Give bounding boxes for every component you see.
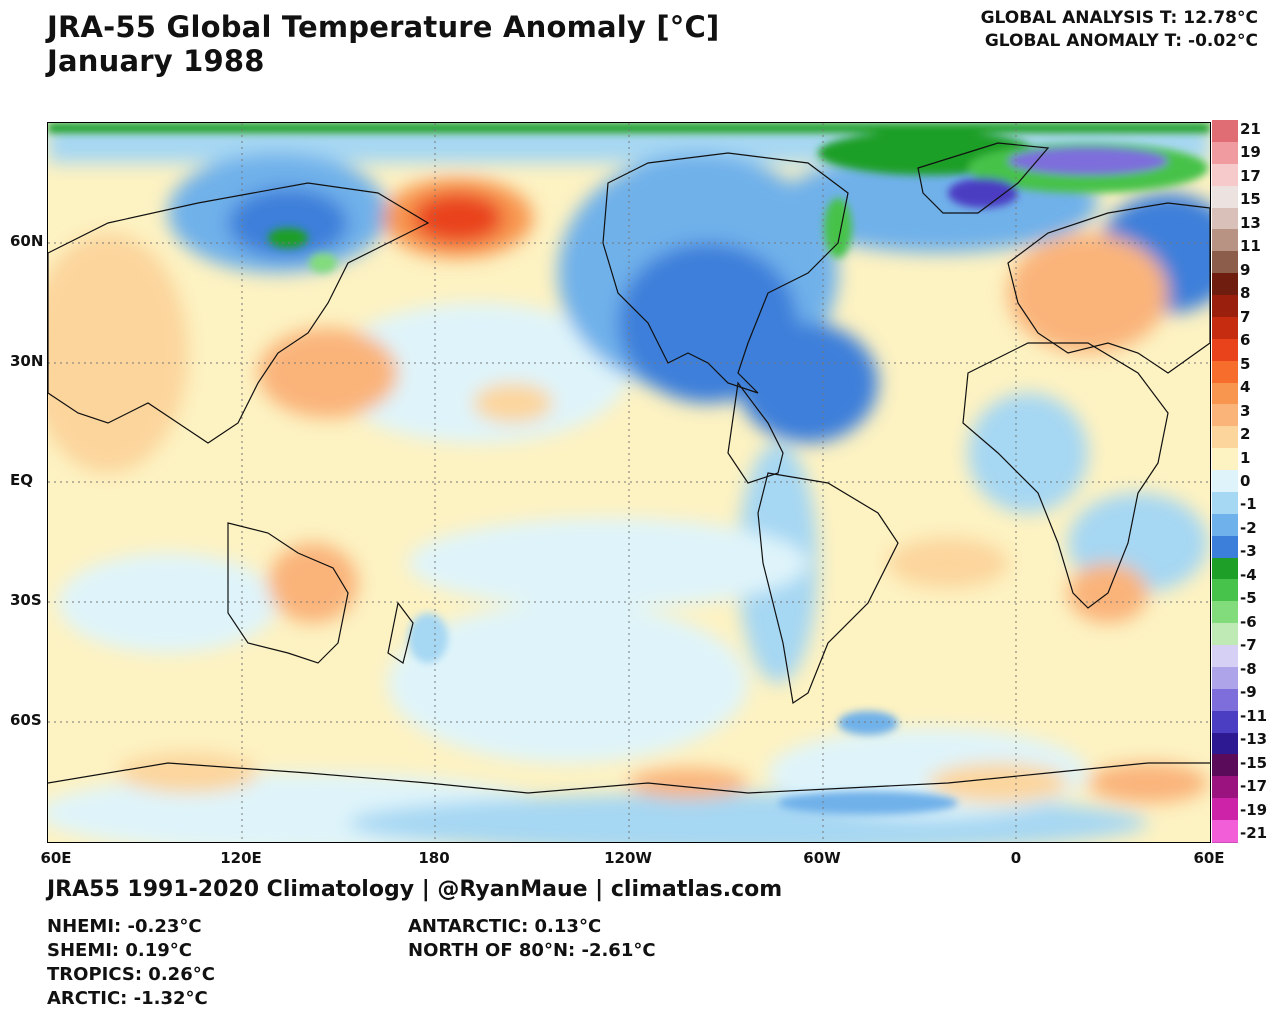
colorbar-swatch <box>1212 360 1238 384</box>
colorbar-swatch <box>1212 776 1238 800</box>
lat-label-30n: 30N <box>10 352 44 370</box>
colorbar-tick-label: -13 <box>1240 730 1268 749</box>
colorbar-tick-label: 6 <box>1240 331 1251 350</box>
colorbar-tick-label: 2 <box>1240 425 1251 444</box>
colorbar-tick-label: 9 <box>1240 260 1251 279</box>
colorbar-swatch <box>1212 338 1238 362</box>
colorbar-tick-label: -11 <box>1240 706 1268 725</box>
colorbar-tick-label: -21 <box>1240 824 1268 842</box>
colorbar-swatch <box>1212 754 1238 778</box>
lon-label-60w: 60W <box>803 849 841 867</box>
colorbar-swatch <box>1212 185 1238 209</box>
lon-label-60e-left: 60E <box>40 849 72 867</box>
global-summary: GLOBAL ANALYSIS T: 12.78°C GLOBAL ANOMAL… <box>981 7 1258 53</box>
lon-label-120e: 120E <box>220 849 262 867</box>
colorbar-tick-label: 19 <box>1240 143 1261 162</box>
colorbar-swatch <box>1212 251 1238 275</box>
colorbar-swatch <box>1212 579 1238 603</box>
colorbar-tick-label: -4 <box>1240 565 1257 584</box>
colorbar-tick-label: -2 <box>1240 518 1257 537</box>
title-line-2: January 1988 <box>47 44 265 78</box>
colorbar-tick-label: -8 <box>1240 659 1257 678</box>
colorbar-tick-label: -1 <box>1240 495 1257 514</box>
colorbar-swatch <box>1212 666 1238 690</box>
anomaly-map[interactable] <box>47 122 1211 843</box>
colorbar-tick-label: -19 <box>1240 800 1268 819</box>
stat-arctic: ARCTIC: -1.32°C <box>47 988 208 1009</box>
stats-right: ANTARCTIC: 0.13°C NORTH OF 80°N: -2.61°C <box>408 915 656 963</box>
lat-label-30s: 30S <box>10 591 42 609</box>
colorbar-tick-label: 3 <box>1240 401 1251 420</box>
colorbar-swatch <box>1212 645 1238 668</box>
title-line-1: JRA-55 Global Temperature Anomaly [°C] <box>47 10 720 44</box>
colorbar-swatch <box>1212 601 1238 625</box>
colorbar-swatch <box>1212 557 1238 581</box>
colorbar-swatch <box>1212 535 1238 559</box>
stat-nhemi: NHEMI: -0.23°C <box>47 916 202 937</box>
colorbar-swatch <box>1212 120 1238 143</box>
lon-label-60e-right: 60E <box>1193 849 1225 867</box>
colorbar-swatch <box>1212 163 1238 187</box>
colorbar-swatch <box>1212 732 1238 756</box>
colorbar-swatch <box>1212 382 1238 406</box>
coastlines <box>48 142 1210 794</box>
colorbar-tick-label: 4 <box>1240 378 1251 397</box>
lon-label-120w: 120W <box>604 849 652 867</box>
credit-line: JRA55 1991-2020 Climatology | @RyanMaue … <box>47 877 783 902</box>
colorbar-tick-label: -17 <box>1240 777 1268 796</box>
colorbar-swatch <box>1212 273 1238 297</box>
global-anomaly-t: GLOBAL ANOMALY T: -0.02°C <box>984 31 1258 51</box>
colorbar-tick-label: 5 <box>1240 354 1251 373</box>
anomaly-field <box>48 123 1210 842</box>
colorbar-tick-label: 1 <box>1240 448 1251 467</box>
map-title: JRA-55 Global Temperature Anomaly [°C] J… <box>47 10 719 78</box>
global-analysis-t: GLOBAL ANALYSIS T: 12.78°C <box>980 8 1258 28</box>
colorbar-tick-label: -5 <box>1240 589 1257 608</box>
colorbar-tick-label: -9 <box>1240 683 1257 702</box>
lat-label-60n: 60N <box>10 232 44 250</box>
colorbar-tick-label: 15 <box>1240 190 1261 209</box>
lat-label-60s: 60S <box>10 711 42 729</box>
colorbar-tick-label: -7 <box>1240 636 1257 655</box>
colorbar-tick-label: 7 <box>1240 307 1251 326</box>
colorbar-swatch <box>1212 316 1238 340</box>
colorbar-tick-label: 17 <box>1240 166 1261 185</box>
colorbar-swatch <box>1212 295 1238 318</box>
colorbar-swatch <box>1212 229 1238 253</box>
stat-tropics: TROPICS: 0.26°C <box>47 964 215 985</box>
colorbar-tick-label: -15 <box>1240 753 1268 772</box>
colorbar-swatch <box>1212 710 1238 734</box>
colorbar-tick-label: 8 <box>1240 284 1251 303</box>
lon-label-180: 180 <box>418 849 450 867</box>
colorbar-swatch <box>1212 141 1238 165</box>
colorbar-swatch <box>1212 820 1238 843</box>
lat-label-eq: EQ <box>10 471 33 489</box>
colorbar-tick-label: 21 <box>1240 120 1261 138</box>
colorbar-swatch <box>1212 404 1238 428</box>
colorbar-swatch <box>1212 470 1238 493</box>
graticule <box>48 123 1210 842</box>
colorbar-tick-label: 13 <box>1240 213 1261 232</box>
colorbar-swatch <box>1212 513 1238 537</box>
colorbar-swatch <box>1212 207 1238 231</box>
stat-shemi: SHEMI: 0.19°C <box>47 940 193 961</box>
colorbar-swatch <box>1212 688 1238 712</box>
colorbar-swatch <box>1212 798 1238 822</box>
colorbar-tick-label: 11 <box>1240 237 1261 256</box>
lon-label-0: 0 <box>1010 849 1022 867</box>
colorbar-swatch <box>1212 448 1238 472</box>
colorbar-swatch <box>1212 491 1238 515</box>
stats-left: NHEMI: -0.23°C SHEMI: 0.19°C TROPICS: 0.… <box>47 915 215 1011</box>
colorbar-swatch <box>1212 623 1238 647</box>
colorbar-swatch <box>1212 426 1238 450</box>
stat-north-of-80n: NORTH OF 80°N: -2.61°C <box>408 940 656 961</box>
colorbar-tick-label: -3 <box>1240 542 1257 561</box>
colorbar-tick-label: -6 <box>1240 612 1257 631</box>
stat-antarctic: ANTARCTIC: 0.13°C <box>408 916 602 937</box>
colorbar-tick-label: 0 <box>1240 472 1251 490</box>
